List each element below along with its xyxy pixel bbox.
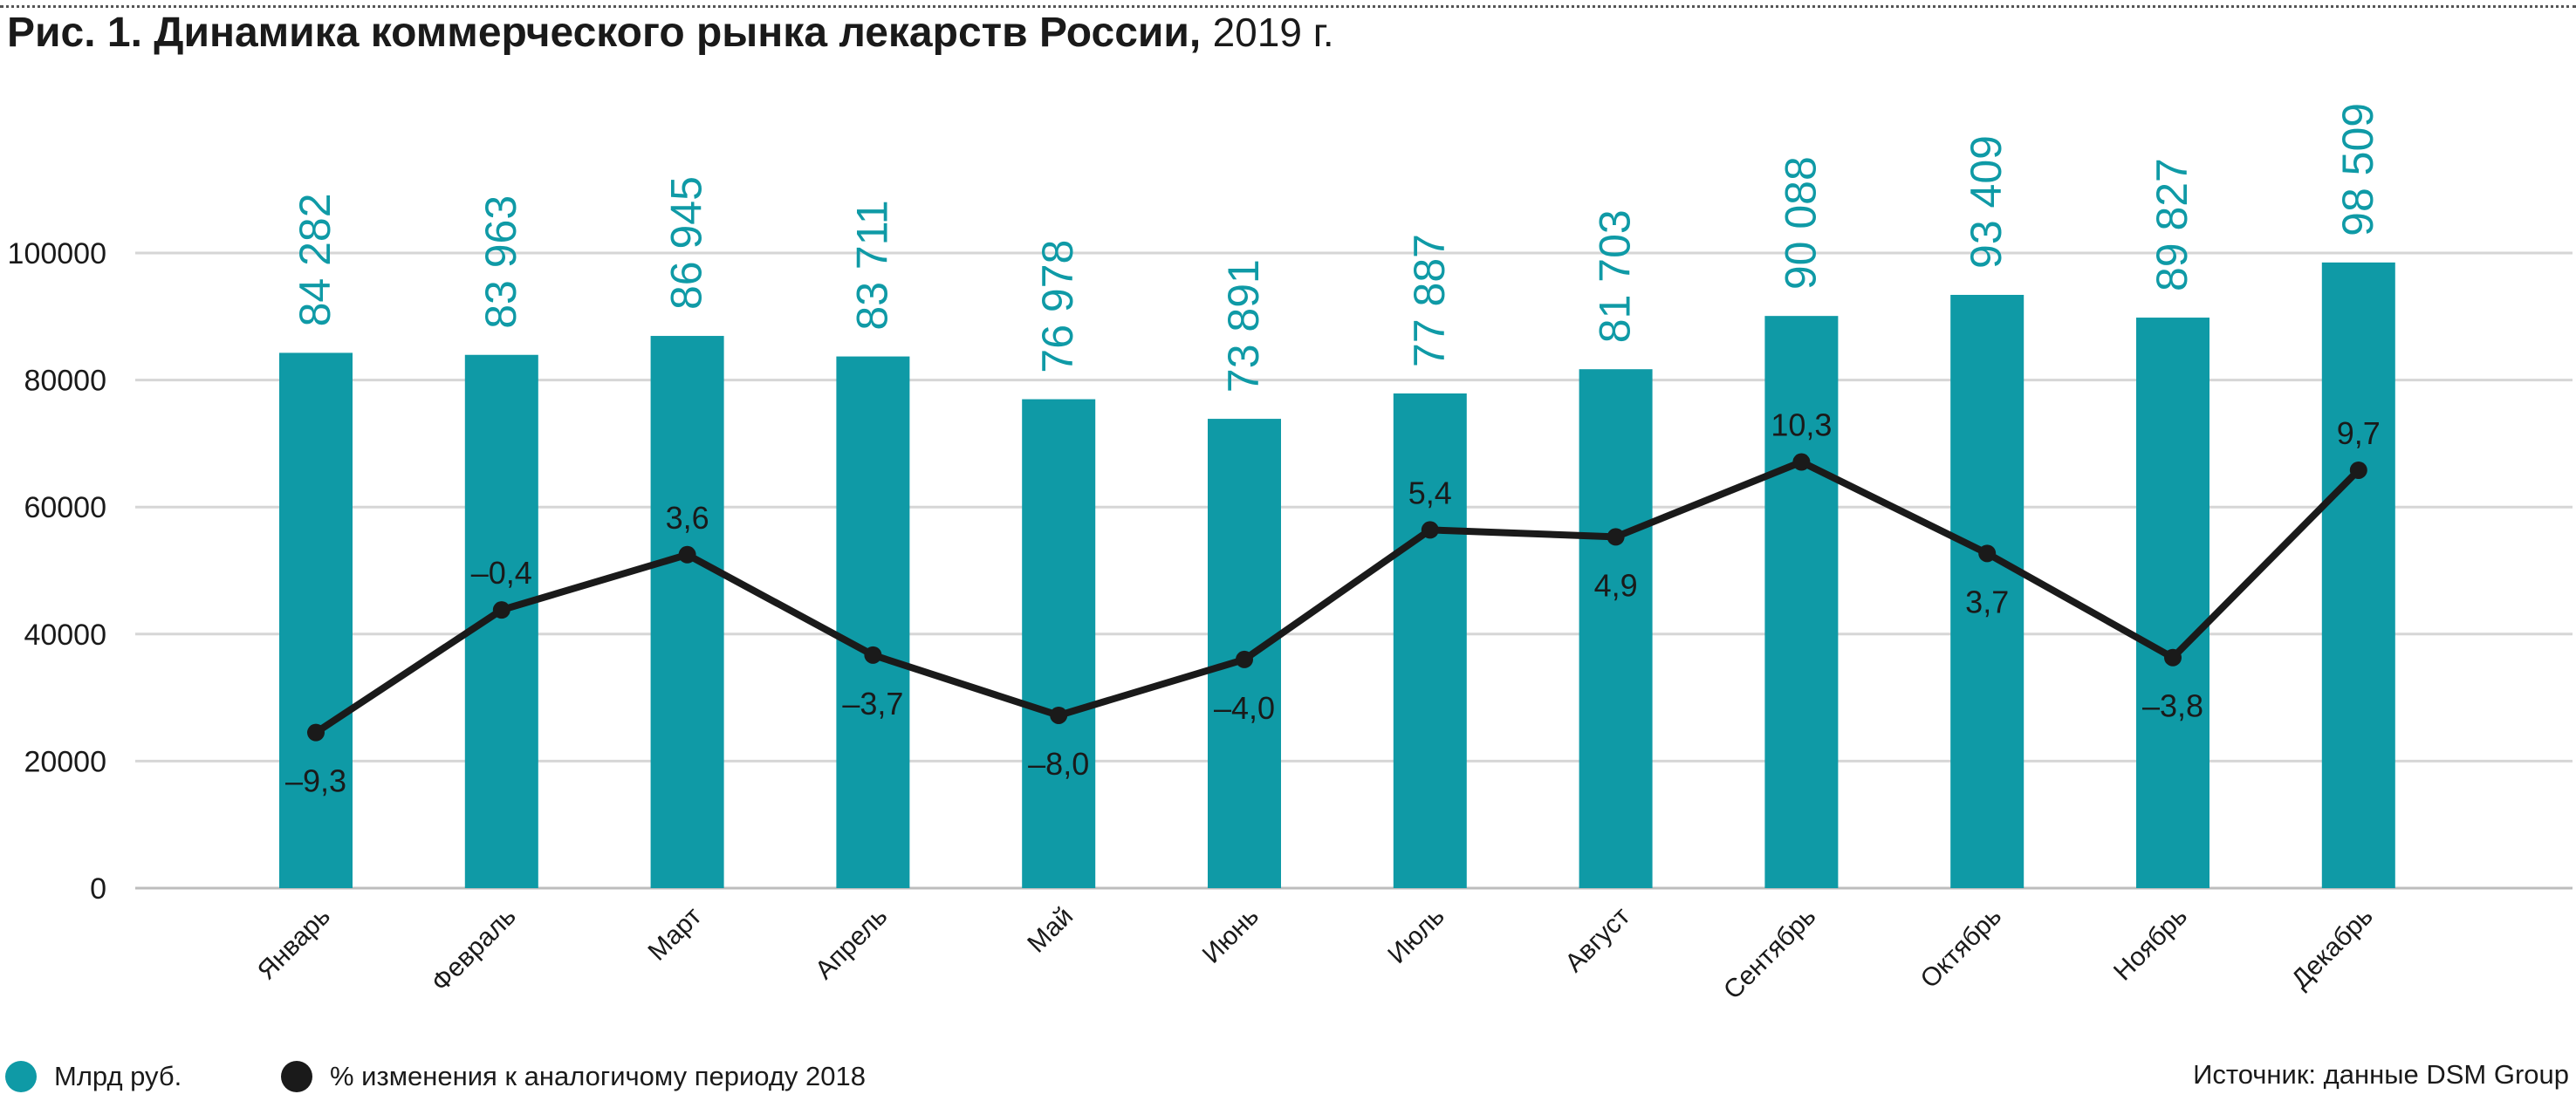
line-value-label: 5,4 xyxy=(1408,475,1452,510)
bar-value-label: 83 711 xyxy=(847,200,896,330)
source-note: Источник: данные DSM Group xyxy=(2193,1059,2569,1090)
x-category-label: Февраль xyxy=(426,902,522,998)
legend-line: % изменения к аналогичому периоду 2018 xyxy=(281,1057,866,1096)
legend-bars: Млрд руб. xyxy=(5,1057,182,1096)
bar xyxy=(1764,316,1839,888)
line-point xyxy=(2349,461,2367,479)
bar xyxy=(464,354,538,888)
line-point xyxy=(678,545,696,564)
line-value-label: –3,7 xyxy=(842,686,903,721)
y-tick-label: 100000 xyxy=(8,237,106,270)
bar-value-label: 76 978 xyxy=(1033,240,1082,373)
line-point xyxy=(492,601,510,619)
y-tick-label: 0 xyxy=(90,872,106,906)
y-tick-label: 80000 xyxy=(24,365,106,398)
line-point xyxy=(864,646,882,664)
bar-value-label: 81 703 xyxy=(1591,209,1640,343)
line-value-label: –8,0 xyxy=(1028,746,1089,782)
y-tick-label: 60000 xyxy=(24,491,106,524)
top-dotted-rule xyxy=(0,5,2576,8)
bar-value-label: 89 827 xyxy=(2148,158,2196,291)
bar-value-label: 73 891 xyxy=(1219,259,1268,393)
x-category-label: Август xyxy=(1559,901,1635,977)
line-value-label: –9,3 xyxy=(285,763,346,799)
line-point xyxy=(1050,706,1068,724)
bar xyxy=(1950,294,2024,888)
chart-title-main: Рис. 1. Динамика коммерческого рынка лек… xyxy=(7,10,1202,56)
bar-value-label: 77 887 xyxy=(1405,234,1454,367)
bar-value-label: 84 282 xyxy=(291,193,339,326)
x-category-label: Октябрь xyxy=(1915,902,2008,995)
legend-bars-swatch xyxy=(5,1061,37,1092)
x-category-label: Сентябрь xyxy=(1718,902,1821,1005)
line-point xyxy=(307,723,325,742)
line-value-label: –0,4 xyxy=(471,555,532,591)
bar xyxy=(1022,399,1096,888)
chart-canvas: 0 20000 40000 60000 80000 100000 84 282 Январь 8… xyxy=(8,103,2573,1005)
bar xyxy=(279,352,353,889)
bar-value-label: 93 409 xyxy=(1962,135,2011,269)
line-value-label: 3,6 xyxy=(666,500,709,536)
bar xyxy=(836,356,910,888)
line-point xyxy=(1792,453,1811,471)
chart-title-year: 2019 г. xyxy=(1212,10,1334,55)
line-value-label: 9,7 xyxy=(2337,415,2381,451)
line-value-label: –4,0 xyxy=(1214,690,1275,726)
legend-bars-label: Млрд руб. xyxy=(54,1061,182,1091)
y-tick-label: 40000 xyxy=(24,619,106,652)
x-category-label: Декабрь xyxy=(2286,902,2379,995)
chart-title: Рис. 1. Динамика коммерческого рынка лек… xyxy=(7,12,1334,54)
line-value-label: 3,7 xyxy=(1965,584,2009,619)
line-series-path xyxy=(313,458,2361,735)
line-point xyxy=(1421,521,1439,539)
bar xyxy=(1393,393,1467,888)
x-category-label: Ноябрь xyxy=(2108,902,2193,987)
bar xyxy=(2136,318,2209,888)
line-value-label: –3,8 xyxy=(2142,688,2203,724)
x-category-label: Июль xyxy=(1382,902,1449,969)
bar-value-label: 98 509 xyxy=(2333,103,2382,236)
bar-value-label: 86 945 xyxy=(662,176,711,310)
legend-line-swatch xyxy=(281,1061,312,1092)
bar xyxy=(650,336,724,888)
bar-value-label: 83 963 xyxy=(476,195,525,329)
y-tick-label: 20000 xyxy=(24,745,106,778)
line-point xyxy=(1978,544,1997,563)
x-category-label: Январь xyxy=(252,902,336,986)
bar xyxy=(2321,262,2395,888)
bar-value-label: 90 088 xyxy=(1776,156,1825,290)
x-category-label: Июнь xyxy=(1197,902,1264,969)
line-point xyxy=(1607,528,1625,546)
line-point xyxy=(2164,648,2182,667)
bar xyxy=(1579,369,1653,888)
line-point xyxy=(1236,650,1253,668)
x-category-label: Апрель xyxy=(810,902,893,985)
x-category-label: Май xyxy=(1022,902,1079,959)
line-value-label: 4,9 xyxy=(1594,567,1638,603)
legend-line-label: % изменения к аналогичому периоду 2018 xyxy=(330,1061,867,1091)
line-value-label: 10,3 xyxy=(1771,407,1832,443)
x-category-label: Март xyxy=(642,901,707,966)
